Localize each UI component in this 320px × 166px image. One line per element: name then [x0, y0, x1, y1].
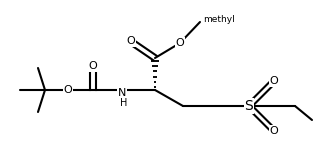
- Text: methyl: methyl: [203, 14, 235, 24]
- Text: O: O: [176, 38, 184, 48]
- Text: O: O: [127, 36, 135, 46]
- Text: H: H: [120, 98, 128, 108]
- Text: O: O: [270, 126, 278, 136]
- Text: N: N: [118, 88, 126, 98]
- Text: S: S: [244, 99, 253, 113]
- Text: O: O: [270, 76, 278, 86]
- Text: O: O: [89, 61, 97, 71]
- Text: O: O: [64, 85, 72, 95]
